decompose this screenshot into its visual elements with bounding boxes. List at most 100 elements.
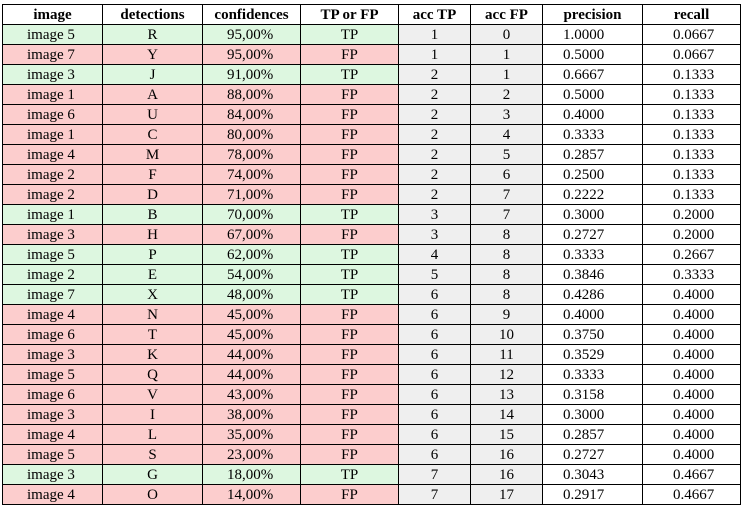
cell-tp-or-fp: FP <box>300 384 399 405</box>
cell-precision: 0.3333 <box>542 244 643 265</box>
cell-acc-tp: 3 <box>398 204 471 225</box>
cell-image: image 6 <box>2 104 103 125</box>
cell-precision: 0.2727 <box>542 224 643 245</box>
cell-image: image 2 <box>2 184 103 205</box>
cell-detection: E <box>102 264 203 285</box>
cell-detection: A <box>102 84 203 105</box>
cell-acc-tp: 6 <box>398 324 471 345</box>
cell-image: image 7 <box>2 44 103 65</box>
table-row: image 4 L 35,00% FP 6 15 0.2857 0.4000 <box>2 424 741 445</box>
cell-detection: G <box>102 464 203 485</box>
cell-acc-tp: 5 <box>398 264 471 285</box>
cell-recall: 0.4667 <box>642 484 741 505</box>
detections-table: image detections confidences TP or FP ac… <box>2 4 741 505</box>
cell-confidence: 23,00% <box>202 444 301 465</box>
cell-acc-fp: 8 <box>470 224 543 245</box>
table-row: image 4 O 14,00% FP 7 17 0.2917 0.4667 <box>2 484 741 505</box>
cell-confidence: 14,00% <box>202 484 301 505</box>
cell-recall: 0.4000 <box>642 424 741 445</box>
cell-detection: C <box>102 124 203 145</box>
cell-recall: 0.1333 <box>642 64 741 85</box>
cell-tp-or-fp: FP <box>300 424 399 445</box>
cell-confidence: 54,00% <box>202 264 301 285</box>
cell-acc-tp: 6 <box>398 404 471 425</box>
cell-acc-fp: 16 <box>470 444 543 465</box>
cell-detection: O <box>102 484 203 505</box>
cell-acc-tp: 6 <box>398 284 471 305</box>
cell-image: image 5 <box>2 364 103 385</box>
cell-acc-fp: 7 <box>470 204 543 225</box>
cell-precision: 0.2857 <box>542 144 643 165</box>
table-row: image 3 G 18,00% TP 7 16 0.3043 0.4667 <box>2 464 741 485</box>
cell-image: image 6 <box>2 384 103 405</box>
cell-detection: T <box>102 324 203 345</box>
cell-tp-or-fp: TP <box>300 264 399 285</box>
cell-image: image 3 <box>2 464 103 485</box>
cell-detection: R <box>102 24 203 45</box>
table-row: image 5 S 23,00% FP 6 16 0.2727 0.4000 <box>2 444 741 465</box>
cell-acc-fp: 5 <box>470 144 543 165</box>
cell-detection: M <box>102 144 203 165</box>
cell-acc-fp: 2 <box>470 84 543 105</box>
cell-recall: 0.2000 <box>642 204 741 225</box>
cell-detection: U <box>102 104 203 125</box>
cell-confidence: 18,00% <box>202 464 301 485</box>
cell-confidence: 74,00% <box>202 164 301 185</box>
cell-acc-tp: 6 <box>398 344 471 365</box>
cell-precision: 1.0000 <box>542 24 643 45</box>
cell-acc-tp: 1 <box>398 44 471 65</box>
cell-confidence: 67,00% <box>202 224 301 245</box>
cell-image: image 7 <box>2 284 103 305</box>
cell-image: image 2 <box>2 164 103 185</box>
cell-precision: 0.3043 <box>542 464 643 485</box>
cell-detection: B <box>102 204 203 225</box>
cell-image: image 3 <box>2 64 103 85</box>
cell-acc-fp: 4 <box>470 124 543 145</box>
cell-precision: 0.2222 <box>542 184 643 205</box>
cell-acc-tp: 6 <box>398 444 471 465</box>
cell-precision: 0.3846 <box>542 264 643 285</box>
cell-tp-or-fp: TP <box>300 204 399 225</box>
table-row: image 7 X 48,00% TP 6 8 0.4286 0.4000 <box>2 284 741 305</box>
cell-recall: 0.0667 <box>642 44 741 65</box>
cell-confidence: 95,00% <box>202 24 301 45</box>
cell-tp-or-fp: FP <box>300 444 399 465</box>
cell-recall: 0.4000 <box>642 444 741 465</box>
table-row: image 4 M 78,00% FP 2 5 0.2857 0.1333 <box>2 144 741 165</box>
cell-precision: 0.3333 <box>542 124 643 145</box>
cell-image: image 3 <box>2 224 103 245</box>
cell-recall: 0.4000 <box>642 404 741 425</box>
cell-acc-fp: 16 <box>470 464 543 485</box>
cell-acc-tp: 2 <box>398 104 471 125</box>
cell-confidence: 35,00% <box>202 424 301 445</box>
cell-image: image 1 <box>2 124 103 145</box>
cell-confidence: 48,00% <box>202 284 301 305</box>
table-row: image 6 T 45,00% FP 6 10 0.3750 0.4000 <box>2 324 741 345</box>
cell-tp-or-fp: FP <box>300 344 399 365</box>
cell-recall: 0.4000 <box>642 364 741 385</box>
cell-tp-or-fp: FP <box>300 164 399 185</box>
cell-acc-tp: 7 <box>398 464 471 485</box>
cell-tp-or-fp: FP <box>300 104 399 125</box>
cell-recall: 0.4000 <box>642 304 741 325</box>
cell-recall: 0.1333 <box>642 164 741 185</box>
cell-acc-tp: 6 <box>398 364 471 385</box>
cell-tp-or-fp: FP <box>300 184 399 205</box>
cell-acc-fp: 11 <box>470 344 543 365</box>
cell-tp-or-fp: FP <box>300 144 399 165</box>
cell-acc-fp: 3 <box>470 104 543 125</box>
table-row: image 2 E 54,00% TP 5 8 0.3846 0.3333 <box>2 264 741 285</box>
cell-detection: X <box>102 284 203 305</box>
cell-image: image 5 <box>2 244 103 265</box>
header-tp-or-fp: TP or FP <box>300 4 399 25</box>
cell-precision: 0.3000 <box>542 204 643 225</box>
cell-tp-or-fp: TP <box>300 24 399 45</box>
cell-acc-tp: 4 <box>398 244 471 265</box>
header-precision: precision <box>542 4 643 25</box>
cell-confidence: 62,00% <box>202 244 301 265</box>
cell-confidence: 80,00% <box>202 124 301 145</box>
cell-acc-fp: 8 <box>470 284 543 305</box>
cell-acc-fp: 6 <box>470 164 543 185</box>
cell-precision: 0.5000 <box>542 84 643 105</box>
cell-acc-tp: 2 <box>398 144 471 165</box>
